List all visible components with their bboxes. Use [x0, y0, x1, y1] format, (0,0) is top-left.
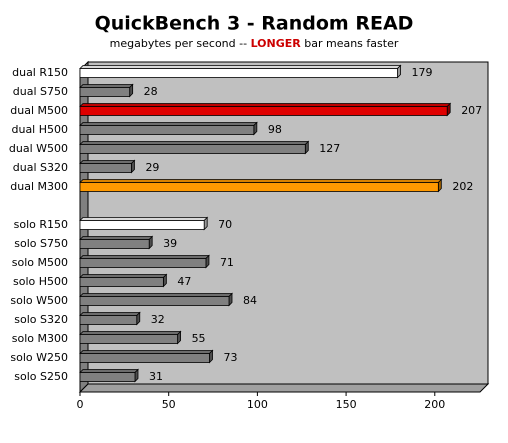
- bar-top: [79, 160, 136, 164]
- bar-top: [79, 65, 402, 69]
- value-label: 127: [319, 142, 340, 155]
- bar-face: [79, 239, 150, 249]
- y-tick-label: dual M500: [10, 104, 68, 117]
- x-tick-label: 50: [162, 398, 176, 411]
- x-tick-label: 100: [247, 398, 268, 411]
- bar-face: [79, 220, 205, 230]
- bar-top: [79, 236, 154, 240]
- bar: [79, 273, 168, 288]
- value-label: 73: [223, 351, 237, 364]
- chart-subtitle: megabytes per second -- LONGER bar means…: [110, 37, 399, 50]
- bar-top: [79, 274, 168, 278]
- bar-face: [79, 87, 131, 97]
- value-label: 32: [151, 313, 165, 326]
- y-tick-label: dual S320: [13, 161, 68, 174]
- value-label: 202: [452, 180, 473, 193]
- value-label: 28: [144, 85, 158, 98]
- subtitle-part: bar means faster: [301, 37, 399, 50]
- bar-face: [79, 182, 439, 192]
- bar-top: [79, 312, 141, 316]
- bar-face: [79, 277, 164, 287]
- bar: [79, 254, 210, 269]
- y-tick-label: solo W250: [10, 351, 68, 364]
- value-label: 47: [177, 275, 191, 288]
- bar-face: [79, 68, 398, 78]
- bar-face: [79, 353, 210, 363]
- bar: [79, 235, 154, 250]
- y-tick-label: solo S320: [14, 313, 68, 326]
- bar-face: [79, 258, 207, 268]
- y-tick-label: solo M300: [12, 332, 68, 345]
- bar-face: [79, 315, 138, 325]
- y-tick-label: dual S750: [13, 85, 68, 98]
- x-tick-label: 200: [424, 398, 445, 411]
- y-tick-label: dual H500: [11, 123, 68, 136]
- bar-top: [79, 293, 233, 297]
- y-tick-label: solo S750: [14, 237, 68, 250]
- bar-face: [79, 163, 132, 173]
- bar: [79, 159, 136, 174]
- value-label: 39: [163, 237, 177, 250]
- y-tick-label: dual R150: [12, 66, 68, 79]
- value-label: 70: [218, 218, 232, 231]
- subtitle-part: megabytes per second --: [110, 37, 251, 50]
- y-tick-label: solo R150: [14, 218, 68, 231]
- bar: [79, 83, 134, 98]
- y-tick-label: solo W500: [10, 294, 68, 307]
- bar: [79, 292, 233, 307]
- value-label: 84: [243, 294, 257, 307]
- bar-top: [79, 141, 310, 145]
- floor: [78, 383, 490, 393]
- bar-top: [79, 103, 452, 107]
- bar: [79, 368, 139, 383]
- y-tick-label: dual M300: [10, 180, 68, 193]
- bar-face: [79, 144, 306, 154]
- bar-face: [79, 372, 136, 382]
- bar: [79, 330, 182, 345]
- bar: [79, 349, 214, 364]
- bar-top: [79, 331, 182, 335]
- value-label: 207: [461, 104, 482, 117]
- bar-top: [79, 350, 214, 354]
- bar-face: [79, 125, 255, 135]
- value-label: 179: [412, 66, 433, 79]
- bar-top: [79, 369, 139, 373]
- value-label: 31: [149, 370, 163, 383]
- y-tick-label: solo H500: [13, 275, 68, 288]
- y-tick-label: dual W500: [9, 142, 68, 155]
- value-label: 98: [268, 123, 282, 136]
- x-tick-label: 0: [77, 398, 84, 411]
- bar-top: [79, 217, 209, 221]
- bar: [79, 64, 402, 79]
- bar: [79, 178, 443, 193]
- bar-top: [79, 255, 210, 259]
- bar-top: [79, 122, 258, 126]
- bar: [79, 140, 310, 155]
- y-tick-label: solo M500: [12, 256, 68, 269]
- bar: [79, 121, 258, 136]
- bar-top: [79, 179, 443, 183]
- bar-face: [79, 334, 178, 344]
- x-tick-label: 150: [336, 398, 357, 411]
- bar-face: [79, 106, 448, 116]
- y-tick-label: solo S250: [14, 370, 68, 383]
- chart-title: QuickBench 3 - Random READ: [95, 13, 414, 35]
- bar: [79, 311, 141, 326]
- value-label: 55: [192, 332, 206, 345]
- bar: [79, 102, 452, 117]
- bar-top: [79, 84, 134, 88]
- bar-face: [79, 296, 230, 306]
- subtitle-part: LONGER: [251, 37, 302, 50]
- value-label: 29: [145, 161, 159, 174]
- bar: [79, 216, 209, 231]
- value-label: 71: [220, 256, 234, 269]
